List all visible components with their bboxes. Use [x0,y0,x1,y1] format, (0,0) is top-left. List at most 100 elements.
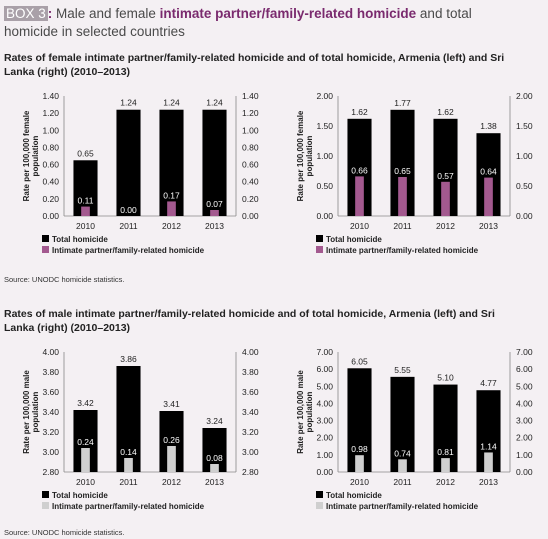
x-tick-label: 2012 [162,221,181,231]
legend-swatch-total [316,235,323,242]
bar-intimate [210,464,219,472]
y-tick-label-left: 3.20 [42,427,59,437]
y-tick-label-left: 2.00 [316,91,333,101]
section-title-male-line1: Rates of male intimate partner/family-re… [4,308,495,320]
x-tick-label: 2012 [436,221,455,231]
y-tick-label-right: 6.00 [516,364,533,374]
y-tick-label-left: 4.00 [42,347,59,357]
box-title-highlight: intimate partner/family-related homicide [159,6,417,21]
y-tick-label-right: 5.00 [516,381,533,391]
y-tick-label-right: 3.00 [516,416,533,426]
data-label-total: 1.38 [480,121,497,131]
y-tick-label-left: 0.50 [316,181,333,191]
data-label-intimate: 0.07 [206,199,223,209]
data-label-total: 1.62 [351,107,368,117]
box-title-line2: homicide in selected countries [4,24,185,39]
bar-intimate [484,177,493,216]
data-label-total: 1.24 [206,98,223,108]
y-tick-label-right: 3.20 [242,427,259,437]
source-note-female: Source: UNODC homicide statistics. [4,275,125,284]
bar-total [159,109,184,216]
bar-total [116,366,141,472]
y-tick-label-right: 1.00 [516,450,533,460]
y-tick-label-left: 3.40 [42,407,59,417]
y-tick-label-right: 1.50 [516,121,533,131]
x-tick-label: 2013 [479,221,498,231]
data-label-intimate: 0.81 [437,447,454,457]
y-tick-label-left: 0.00 [316,467,333,477]
bar-intimate [484,452,493,472]
box-header: BOX 3: Male and female intimate partner/… [0,0,548,44]
x-tick-label: 2011 [393,221,412,231]
legend-label-intimate: Intimate partner/family-related homicide [52,502,205,511]
bar-total [116,109,141,216]
bar-total [347,368,372,472]
y-tick-label-right: 0.20 [242,194,259,204]
y-tick-label-left: 1.40 [42,91,59,101]
bar-intimate [167,446,176,472]
y-tick-label-right: 3.00 [242,447,259,457]
legend-swatch-total [42,491,49,498]
section-title-female-line1: Rates of female intimate partner/family-… [4,52,505,64]
y-tick-label-right: 2.00 [516,91,533,101]
y-tick-label-left: 1.00 [316,151,333,161]
y-tick-label-left: 0.00 [316,211,333,221]
data-label-intimate: 0.17 [163,190,180,200]
y-axis-title: Rate per 100,000 femalepopulation [296,110,314,201]
y-tick-label-left: 0.80 [42,142,59,152]
data-label-total: 1.77 [394,98,411,108]
bar-intimate [81,448,90,472]
data-label-total: 1.24 [120,98,137,108]
y-tick-label-right: 1.00 [516,151,533,161]
box-separator: : [47,6,53,21]
legend-swatch-intimate [316,502,323,509]
data-label-intimate: 0.65 [394,166,411,176]
legend-swatch-intimate [42,502,49,509]
data-label-total: 3.24 [206,416,223,426]
y-tick-label-right: 3.80 [242,367,259,377]
y-tick-label-right: 0.50 [516,181,533,191]
bar-intimate [355,455,364,472]
x-tick-label: 2010 [76,221,95,231]
y-axis-title: Rate per 100,000 malepopulation [296,370,314,454]
y-tick-label-left: 2.00 [316,433,333,443]
bar-intimate [441,181,450,216]
data-label-total: 3.41 [163,399,180,409]
y-tick-label-right: 0.00 [516,211,533,221]
data-label-total: 0.65 [77,148,94,158]
y-tick-label-right: 0.00 [516,467,533,477]
x-tick-label: 2010 [350,477,369,487]
y-tick-label-left: 3.00 [42,447,59,457]
y-tick-label-left: 0.20 [42,194,59,204]
y-tick-label-left: 3.60 [42,387,59,397]
bar-total [202,109,227,216]
bar-intimate [441,458,450,472]
legend-label-total: Total homicide [326,235,382,244]
bar-intimate [81,206,90,216]
data-label-intimate: 0.11 [78,196,94,206]
box-label: BOX 3 [4,6,48,21]
data-label-total: 3.42 [77,398,94,408]
y-tick-label-left: 1.00 [316,450,333,460]
x-tick-label: 2013 [205,221,224,231]
x-tick-label: 2011 [119,477,138,487]
data-label-intimate: 0.26 [163,435,180,445]
data-label-total: 5.55 [394,365,411,375]
x-tick-label: 2012 [162,477,181,487]
bar-intimate [124,458,133,472]
section-title-male-line2: Lanka (right) (2010–2013) [4,322,131,334]
data-label-intimate: 0.24 [77,437,94,447]
y-tick-label-right: 2.00 [516,433,533,443]
y-tick-label-right: 0.80 [242,142,259,152]
data-label-total: 3.86 [120,354,137,364]
legend-swatch-total [316,491,323,498]
section-title-female-line2: Lanka (right) (2010–2013) [4,66,131,78]
bar-intimate [167,201,176,216]
data-label-intimate: 0.98 [351,444,368,454]
data-label-intimate: 0.00 [120,205,137,215]
y-tick-label-right: 2.80 [242,467,259,477]
data-label-total: 6.05 [351,356,368,366]
